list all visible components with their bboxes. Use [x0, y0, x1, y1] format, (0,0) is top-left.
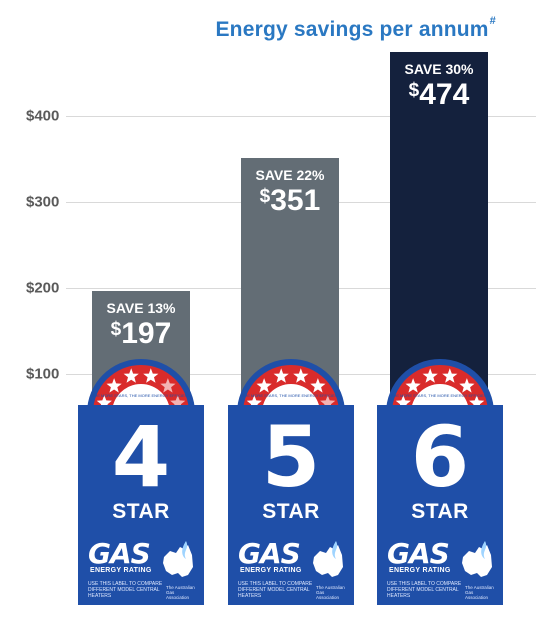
y-tick-label: $100 — [26, 365, 60, 383]
currency-symbol: $ — [408, 80, 420, 101]
chart-title-text: Energy savings per annum — [215, 18, 489, 41]
title-footnote-mark: # — [489, 15, 496, 27]
star-rating-dial: THE MORE STARS, THE MORE ENERGY EFFICIEN… — [386, 359, 494, 413]
rating-star-icon — [143, 368, 159, 383]
rating-star-icon — [273, 368, 289, 383]
rating-star-icon — [405, 378, 421, 393]
bar-value-label: $351 — [241, 184, 339, 218]
association-name: The Australian Gas Association — [465, 585, 494, 600]
rating-star-icon — [320, 395, 336, 410]
star-word: STAR — [112, 500, 170, 523]
star-number: 6 — [410, 408, 470, 506]
label-fine-print: USE THIS LABEL TO COMPARE DIFFERENT MODE… — [238, 581, 313, 599]
dial-caption: THE MORE STARS, THE MORE ENERGY EFFICIEN… — [242, 393, 341, 398]
bar-value-number: 351 — [270, 184, 321, 217]
gas-logo-text: GAS — [238, 537, 301, 570]
flame-icon — [481, 541, 487, 559]
dial-caption: THE MORE STARS, THE MORE ENERGY EFFICIEN… — [391, 393, 490, 398]
energy-rating-label: 4 STAR GAS ENERGY RATING USE THIS LABEL TO C… — [78, 405, 204, 605]
association-name: The Australian Gas Association — [316, 585, 345, 600]
rating-star-icon — [395, 395, 411, 410]
currency-symbol: $ — [259, 186, 271, 207]
y-tick-label: $200 — [26, 279, 60, 297]
australia-map-icon — [462, 541, 492, 577]
y-tick-label: $300 — [26, 193, 60, 211]
star-number: 4 — [111, 408, 171, 506]
rating-star-icon — [293, 368, 309, 383]
rating-star-icon — [422, 368, 438, 383]
bar-save-label: SAVE 30% — [404, 61, 474, 77]
bar-save-label: SAVE 22% — [255, 167, 325, 183]
association-name: The Australian Gas Association — [166, 585, 195, 600]
star-number: 5 — [261, 408, 321, 506]
star-word: STAR — [411, 500, 469, 523]
rating-star-icon — [106, 378, 122, 393]
star-word: STAR — [262, 500, 320, 523]
bar-value-label: $197 — [92, 317, 190, 351]
rating-star-icon — [469, 395, 485, 410]
label-fine-print: USE THIS LABEL TO COMPARE DIFFERENT MODE… — [387, 581, 462, 599]
australia-map-icon — [163, 541, 193, 577]
energy-rating-label: 5 STAR GAS ENERGY RATING USE THIS LABEL TO C… — [228, 405, 354, 605]
dial-caption: THE MORE STARS, THE MORE ENERGY EFFICIEN… — [92, 393, 191, 398]
rating-star-icon — [160, 378, 176, 393]
gas-logo-text: GAS — [88, 537, 151, 570]
currency-symbol: $ — [110, 319, 122, 340]
gas-logo-text: GAS — [387, 537, 450, 570]
flame-icon — [332, 541, 338, 559]
rating-star-icon — [459, 378, 475, 393]
australia-map-icon — [313, 541, 343, 577]
rating-star-icon — [442, 368, 458, 383]
bar: SAVE 30% $474 — [390, 52, 488, 415]
rating-star-icon — [310, 378, 326, 393]
energy-rating-text: ENERGY RATING — [389, 567, 451, 574]
bar-save-label: SAVE 13% — [106, 300, 176, 316]
rating-star-icon — [246, 395, 262, 410]
chart-title: Energy savings per annum# — [215, 15, 496, 42]
bar-value-number: 197 — [121, 317, 172, 350]
energy-rating-text: ENERGY RATING — [90, 567, 152, 574]
rating-star-icon — [256, 378, 272, 393]
gridline — [66, 116, 536, 117]
y-tick-label: $400 — [26, 107, 60, 125]
rating-star-icon — [170, 395, 186, 410]
bar-value-label: $474 — [390, 78, 488, 112]
rating-star-icon — [123, 368, 139, 383]
flame-icon — [182, 541, 188, 559]
rating-star-icon — [96, 395, 112, 410]
bar-value-number: 474 — [419, 78, 470, 111]
energy-rating-label: 6 STAR GAS ENERGY RATING USE THIS LABEL TO C… — [377, 405, 503, 605]
energy-rating-text: ENERGY RATING — [240, 567, 302, 574]
label-fine-print: USE THIS LABEL TO COMPARE DIFFERENT MODE… — [88, 581, 163, 599]
